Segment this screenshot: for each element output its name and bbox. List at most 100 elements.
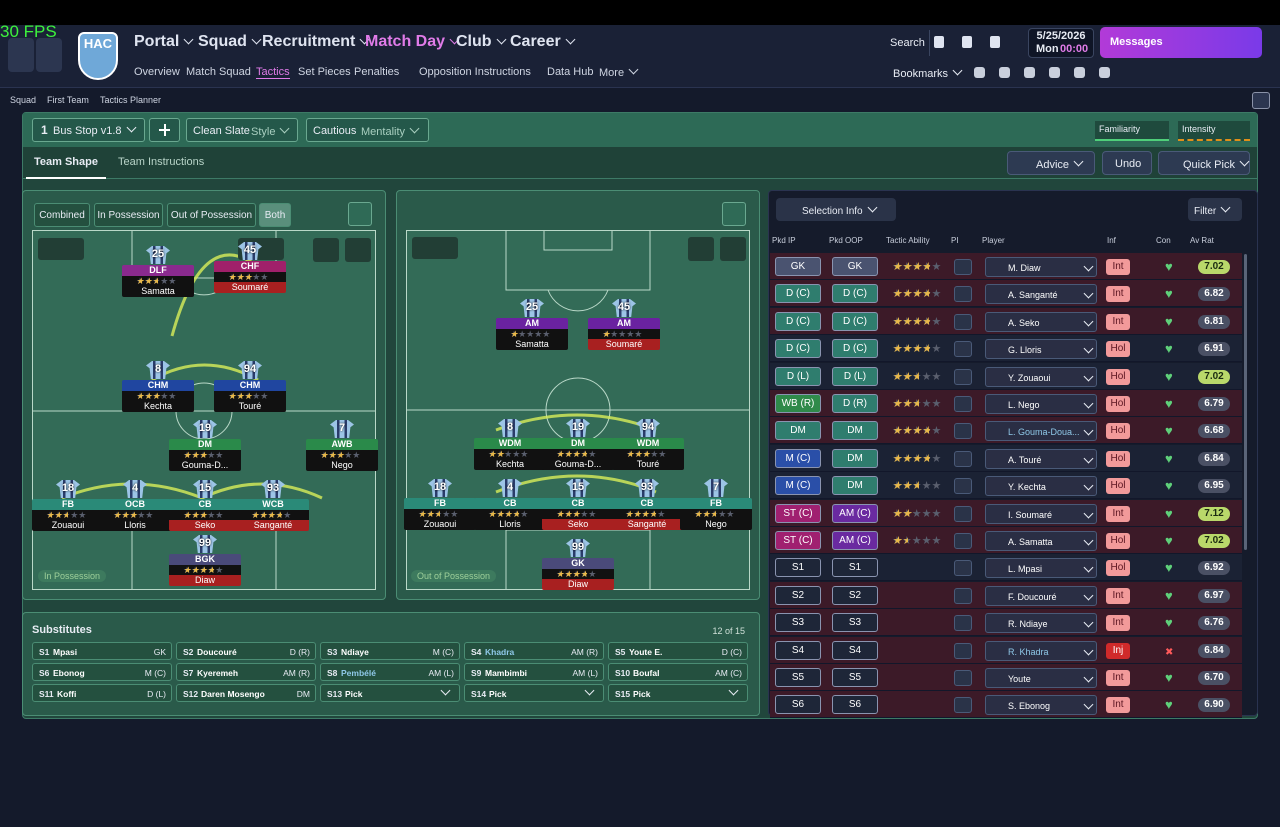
sub-nav-item[interactable]: Set Pieces xyxy=(298,66,351,78)
player-select[interactable]: A. Seko xyxy=(985,311,1097,332)
picked-oop[interactable]: AM (C) xyxy=(832,531,878,550)
player-select[interactable]: I. Soumaré xyxy=(985,503,1097,524)
view-toggle[interactable]: Out of Possession xyxy=(167,203,256,227)
selection-row[interactable]: S2 S2 F. Doucouré Int 6.97 xyxy=(770,581,1242,609)
player-card[interactable]: 18 FB Zouaoui xyxy=(32,480,104,532)
picked-oop[interactable]: S5 xyxy=(832,668,878,687)
close-button[interactable] xyxy=(1252,92,1270,109)
filter-button[interactable]: Filter xyxy=(1188,198,1242,221)
pi-button[interactable] xyxy=(954,560,972,577)
picked-ip[interactable]: M (C) xyxy=(775,476,821,496)
tab-team-shape[interactable]: Team Shape xyxy=(26,150,106,179)
pitch-settings-button[interactable] xyxy=(348,202,372,226)
picked-ip[interactable]: S3 xyxy=(775,613,821,633)
pi-button[interactable] xyxy=(954,423,972,440)
selection-row[interactable]: S6 S6 S. Ebonog Int 6.90 xyxy=(770,691,1242,719)
pitch-settings-button[interactable] xyxy=(722,202,746,226)
picked-ip[interactable]: D (L) xyxy=(775,366,821,386)
mentality-select[interactable]: Cautious Mentality xyxy=(306,118,429,142)
picked-ip[interactable]: WB (R) xyxy=(775,394,821,413)
shortcut-icon[interactable] xyxy=(1024,67,1035,78)
sub-nav-item[interactable]: Overview xyxy=(134,66,180,78)
back-button[interactable] xyxy=(8,38,34,72)
pi-button[interactable] xyxy=(954,587,972,604)
substitute-slot[interactable]: S5 Youte E. D (C) xyxy=(608,642,748,660)
player-select[interactable]: R. Khadra xyxy=(985,640,1097,661)
main-nav-item[interactable]: Squad xyxy=(198,33,264,51)
pitch-icon-button[interactable] xyxy=(345,238,371,262)
pi-button[interactable] xyxy=(954,286,972,303)
player-card[interactable]: 93 WCB Sanganté xyxy=(237,480,309,532)
pi-button[interactable] xyxy=(954,642,972,659)
pitch-icon-button[interactable] xyxy=(688,237,714,261)
player-select[interactable]: F. Doucouré xyxy=(985,585,1097,606)
picked-oop[interactable]: S6 xyxy=(832,695,878,715)
main-nav-item[interactable]: Match Day xyxy=(365,33,462,51)
selection-row[interactable]: M (C) DM A. Touré Hol 6.84 xyxy=(770,444,1242,472)
substitute-slot[interactable]: S4 Khadra AM (R) xyxy=(464,642,604,660)
selection-row[interactable]: S3 S3 R. Ndiaye Int 6.76 xyxy=(770,609,1242,637)
substitute-slot[interactable]: S9 Mambimbi AM (L) xyxy=(464,663,604,681)
player-card[interactable]: 25 AM Samatta xyxy=(496,299,568,351)
picked-ip[interactable]: S6 xyxy=(775,695,821,715)
shortcut-icon[interactable] xyxy=(1099,67,1110,78)
date-box[interactable] xyxy=(1028,28,1094,58)
selection-row[interactable]: S4 S4 R. Khadra Inj 6.84 xyxy=(770,636,1242,664)
messages-button[interactable] xyxy=(1100,27,1262,58)
picked-oop[interactable]: S3 xyxy=(832,613,878,633)
player-select[interactable]: L. Gouma-Doua... xyxy=(985,421,1097,442)
bookmark-button[interactable] xyxy=(934,36,944,48)
settings-button[interactable] xyxy=(990,36,1000,48)
main-nav-item[interactable]: Recruitment xyxy=(262,33,372,51)
pitch-icon-button[interactable] xyxy=(720,237,746,261)
club-icon-button[interactable] xyxy=(962,36,972,48)
substitute-slot[interactable]: S12 Daren Mosengo DM xyxy=(176,684,316,702)
picked-ip[interactable]: DM xyxy=(775,421,821,441)
picked-ip[interactable]: S2 xyxy=(775,585,821,605)
pi-button[interactable] xyxy=(954,396,972,412)
substitute-slot[interactable]: S11 Koffi D (L) xyxy=(32,684,172,702)
substitute-slot[interactable]: S6 Ebonog M (C) xyxy=(32,663,172,681)
picked-oop[interactable]: DM xyxy=(832,476,878,496)
selection-row[interactable]: S1 S1 L. Mpasi Hol 6.92 xyxy=(770,554,1242,582)
selection-row[interactable]: D (L) D (L) Y. Zouaoui Hol 7.02 xyxy=(770,362,1242,390)
style-select[interactable]: Clean Slate Style xyxy=(186,118,298,142)
breadcrumb-item[interactable]: Squad xyxy=(10,95,37,105)
view-dropdown[interactable] xyxy=(412,237,458,259)
selection-row[interactable]: S5 S5 Youte Int 6.70 xyxy=(770,664,1242,691)
sub-nav-item[interactable]: Tactics xyxy=(256,66,290,79)
player-select[interactable]: L. Nego xyxy=(985,394,1097,414)
picked-oop[interactable]: D (C) xyxy=(832,284,878,304)
picked-oop[interactable]: S4 xyxy=(832,640,878,660)
forward-button[interactable] xyxy=(36,38,62,72)
substitute-slot[interactable]: S2 Doucouré D (R) xyxy=(176,642,316,660)
player-select[interactable]: Youte xyxy=(985,668,1097,688)
player-card[interactable]: 8 CHM Kechta xyxy=(122,361,194,413)
player-card[interactable]: 94 CHM Touré xyxy=(214,361,286,413)
picked-oop[interactable]: D (L) xyxy=(832,366,878,386)
player-select[interactable]: A. Samatta xyxy=(985,531,1097,551)
player-select[interactable]: G. Lloris xyxy=(985,339,1097,360)
picked-ip[interactable]: ST (C) xyxy=(775,531,821,550)
shortcut-icon[interactable] xyxy=(1074,67,1085,78)
picked-ip[interactable]: S4 xyxy=(775,640,821,660)
main-nav-item[interactable]: Portal xyxy=(134,33,196,51)
picked-oop[interactable]: AM (C) xyxy=(832,503,878,523)
player-card[interactable]: 45 CHF Soumaré xyxy=(214,242,286,294)
picked-ip[interactable]: GK xyxy=(775,257,821,276)
player-card[interactable]: 94 WDM Touré xyxy=(612,419,684,471)
player-select[interactable]: Y. Kechta xyxy=(985,476,1097,497)
pi-button[interactable] xyxy=(954,697,972,714)
action-button[interactable]: Undo xyxy=(1102,151,1152,175)
selection-row[interactable]: D (C) D (C) A. Sanganté Int 6.82 xyxy=(770,280,1242,308)
player-card[interactable]: 19 DM Gouma-D... xyxy=(169,420,241,472)
picked-oop[interactable]: S2 xyxy=(832,585,878,605)
substitute-slot[interactable]: S15 Pick xyxy=(608,684,748,702)
view-dropdown[interactable] xyxy=(38,238,84,260)
player-select[interactable]: A. Touré xyxy=(985,448,1097,469)
pi-button[interactable] xyxy=(954,505,972,522)
picked-oop[interactable]: D (C) xyxy=(832,339,878,359)
shortcut-icon[interactable] xyxy=(999,67,1010,78)
selection-row[interactable]: ST (C) AM (C) I. Soumaré Int 7.12 xyxy=(770,499,1242,527)
pi-button[interactable] xyxy=(954,259,972,275)
